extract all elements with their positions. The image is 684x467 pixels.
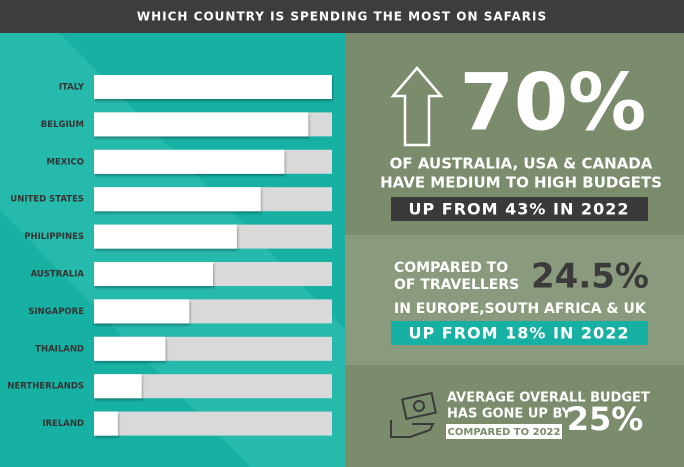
arrow-icon [390, 66, 444, 147]
category-label: ITALY [59, 83, 85, 93]
stat-box-bottom [345, 365, 684, 467]
stat-value: 25% [567, 400, 644, 438]
bar [94, 374, 142, 399]
badge [391, 197, 648, 221]
bar [94, 262, 213, 286]
category-label: BELGIUM [41, 120, 84, 130]
stat-text: OF AUSTRALIA, USA & CANADA [390, 155, 653, 173]
badge [446, 424, 562, 439]
stat-text: IN EUROPE,SOUTH AFRICA & UK [394, 301, 647, 317]
bar-track [94, 411, 332, 436]
stat-box-middle [345, 235, 684, 365]
category-label: MEXICO [47, 157, 84, 167]
category-label: UNITED STATES [10, 195, 84, 205]
category-label: IRELAND [42, 419, 84, 429]
header-title: WHICH COUNTRY IS SPENDING THE MOST ON SA… [137, 10, 547, 24]
category-label: AUSTRALIA [31, 270, 85, 280]
stat-text: COMPARED TO [394, 260, 508, 276]
money-icon [390, 391, 437, 438]
bar [94, 336, 166, 361]
category-label: NERTHERLANDS [7, 382, 84, 392]
bar [94, 299, 190, 324]
stat-text: HAS GONE UP BY [447, 407, 572, 422]
category-label: THAILAND [35, 344, 84, 354]
bar [94, 411, 118, 436]
header-bar [0, 0, 684, 33]
badge-text: UP FROM 43% IN 2022 [409, 200, 630, 219]
badge-text: COMPARED TO 2022 [448, 427, 561, 438]
badge [391, 321, 648, 345]
category-label: PHILIPPINES [24, 232, 84, 242]
bar [94, 149, 285, 174]
category-label: SINGAPORE [28, 307, 84, 317]
bar [94, 75, 332, 99]
stat-text: OF TRAVELLERS [394, 277, 519, 293]
bar [94, 112, 309, 137]
bar [94, 187, 261, 212]
badge-text: UP FROM 18% IN 2022 [409, 324, 630, 343]
stat-value: 70% [460, 58, 647, 148]
stat-value: 24.5% [531, 257, 649, 297]
stat-text: HAVE MEDIUM TO HIGH BUDGETS [380, 174, 662, 192]
bar [94, 224, 237, 249]
stat-text: AVERAGE OVERALL BUDGET [447, 391, 650, 406]
